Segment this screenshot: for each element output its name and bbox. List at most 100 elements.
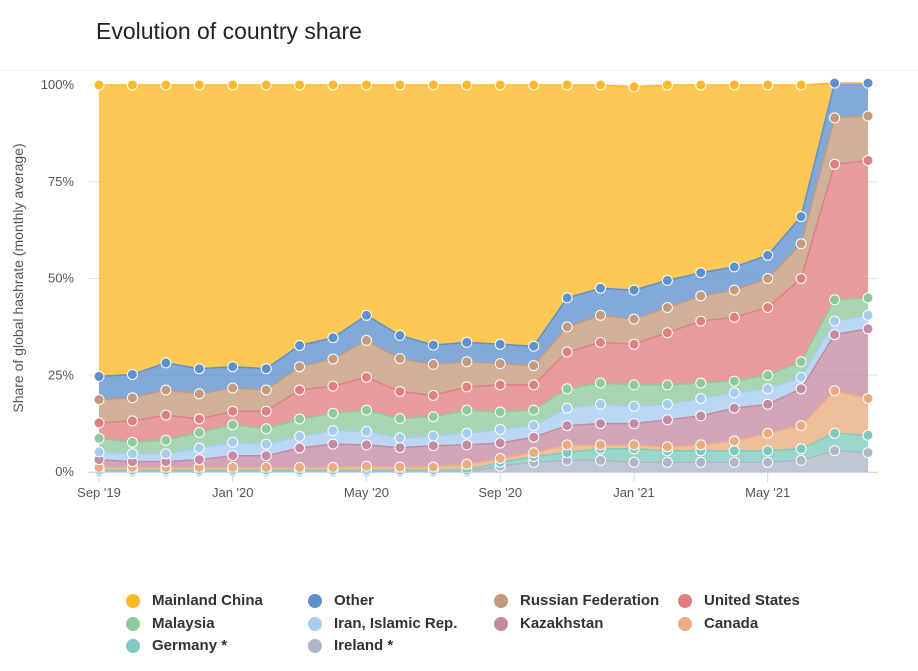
data-point[interactable] — [461, 458, 473, 470]
data-point[interactable] — [561, 420, 573, 432]
data-point[interactable] — [260, 79, 272, 91]
data-point[interactable] — [361, 439, 372, 451]
data-point[interactable] — [829, 427, 841, 439]
data-point[interactable] — [528, 379, 540, 391]
data-point[interactable] — [728, 311, 740, 323]
data-point[interactable] — [595, 377, 606, 389]
data-point[interactable] — [628, 400, 640, 412]
data-point[interactable] — [762, 369, 774, 381]
data-point[interactable] — [561, 439, 573, 451]
data-point[interactable] — [795, 383, 807, 395]
legend-item[interactable]: Iran, Islamic Rep. — [308, 615, 457, 632]
data-point[interactable] — [862, 155, 874, 166]
data-point[interactable] — [294, 413, 306, 425]
data-point[interactable] — [361, 371, 372, 383]
data-point[interactable] — [695, 79, 707, 91]
data-point[interactable] — [394, 413, 406, 425]
data-point[interactable] — [561, 292, 573, 304]
data-point[interactable] — [193, 413, 205, 425]
data-point[interactable] — [126, 392, 138, 404]
data-point[interactable] — [595, 336, 606, 348]
data-point[interactable] — [661, 379, 673, 391]
data-point[interactable] — [728, 435, 740, 447]
data-point[interactable] — [227, 405, 239, 417]
data-point[interactable] — [427, 411, 439, 423]
data-point[interactable] — [695, 267, 707, 279]
data-point[interactable] — [361, 79, 372, 91]
data-point[interactable] — [126, 415, 138, 427]
data-point[interactable] — [595, 79, 606, 91]
data-point[interactable] — [93, 79, 105, 91]
data-point[interactable] — [795, 273, 807, 284]
data-point[interactable] — [461, 404, 473, 416]
data-point[interactable] — [528, 447, 540, 459]
data-point[interactable] — [728, 284, 740, 296]
data-point[interactable] — [829, 294, 841, 306]
data-point[interactable] — [361, 334, 372, 346]
data-point[interactable] — [327, 461, 339, 473]
data-point[interactable] — [193, 388, 205, 400]
data-point[interactable] — [661, 456, 673, 468]
data-point[interactable] — [628, 338, 640, 350]
data-point[interactable] — [762, 456, 774, 468]
data-point[interactable] — [227, 461, 239, 473]
data-point[interactable] — [394, 79, 406, 91]
data-point[interactable] — [361, 404, 372, 416]
data-point[interactable] — [762, 302, 774, 313]
data-point[interactable] — [494, 437, 506, 449]
data-point[interactable] — [762, 398, 774, 410]
data-point[interactable] — [595, 309, 606, 321]
data-point[interactable] — [227, 382, 239, 394]
data-point[interactable] — [461, 356, 473, 368]
data-point[interactable] — [695, 290, 707, 302]
data-point[interactable] — [494, 453, 506, 464]
data-point[interactable] — [260, 423, 272, 435]
data-point[interactable] — [728, 456, 740, 468]
legend-item[interactable]: Germany * — [126, 637, 227, 654]
data-point[interactable] — [595, 418, 606, 430]
data-point[interactable] — [394, 461, 406, 473]
data-point[interactable] — [728, 402, 740, 414]
data-point[interactable] — [260, 384, 272, 396]
data-point[interactable] — [595, 454, 606, 466]
data-point[interactable] — [193, 442, 205, 454]
data-point[interactable] — [862, 447, 874, 459]
data-point[interactable] — [628, 418, 640, 430]
data-point[interactable] — [695, 456, 707, 468]
data-point[interactable] — [160, 434, 172, 446]
data-point[interactable] — [728, 375, 740, 387]
data-point[interactable] — [661, 79, 673, 91]
data-point[interactable] — [160, 448, 172, 460]
data-point[interactable] — [561, 402, 573, 414]
data-point[interactable] — [260, 438, 272, 450]
data-point[interactable] — [160, 384, 172, 396]
data-point[interactable] — [361, 460, 372, 472]
data-point[interactable] — [294, 79, 306, 91]
data-point[interactable] — [461, 381, 473, 393]
data-point[interactable] — [528, 340, 540, 352]
data-point[interactable] — [394, 432, 406, 444]
data-point[interactable] — [862, 309, 874, 321]
data-point[interactable] — [795, 443, 807, 455]
data-point[interactable] — [260, 450, 272, 462]
data-point[interactable] — [628, 379, 640, 391]
data-point[interactable] — [829, 158, 841, 170]
data-point[interactable] — [728, 387, 740, 399]
data-point[interactable] — [762, 383, 774, 395]
data-point[interactable] — [795, 79, 807, 91]
data-point[interactable] — [862, 323, 874, 335]
data-point[interactable] — [829, 112, 841, 124]
data-point[interactable] — [628, 439, 640, 451]
data-point[interactable] — [93, 370, 105, 382]
data-point[interactable] — [294, 461, 306, 473]
data-point[interactable] — [427, 339, 439, 351]
data-point[interactable] — [795, 238, 807, 250]
data-point[interactable] — [795, 420, 807, 432]
data-point[interactable] — [227, 450, 239, 462]
data-point[interactable] — [327, 380, 339, 392]
data-point[interactable] — [160, 357, 172, 369]
data-point[interactable] — [795, 371, 807, 383]
data-point[interactable] — [595, 398, 606, 410]
data-point[interactable] — [728, 79, 740, 91]
data-point[interactable] — [561, 383, 573, 395]
